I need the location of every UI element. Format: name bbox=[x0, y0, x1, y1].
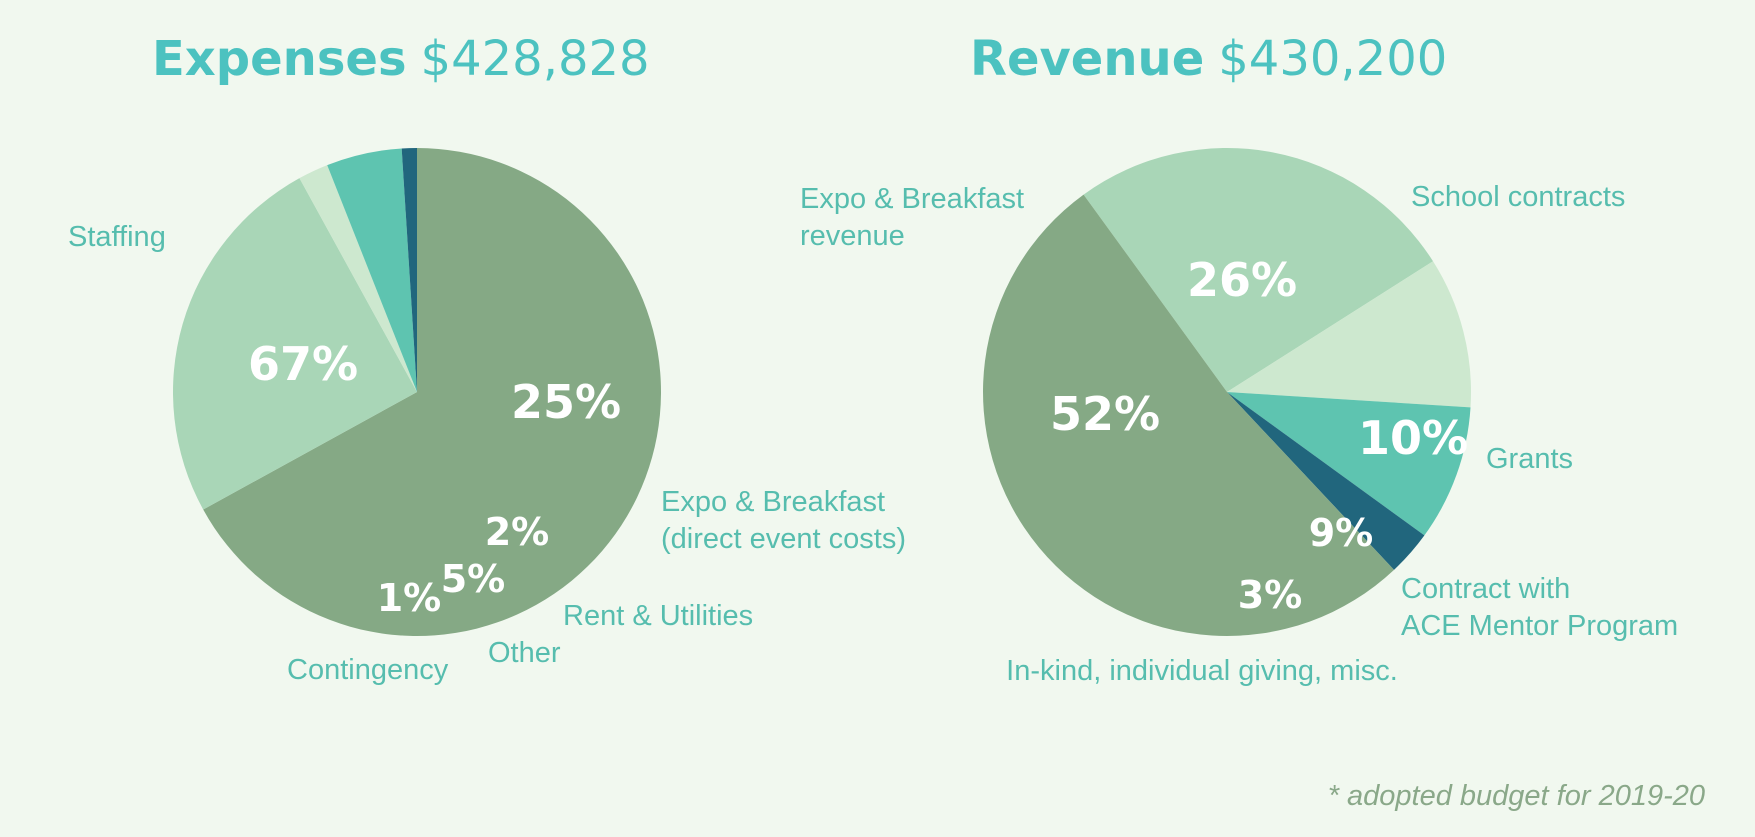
expenses-category-label-contingency: Contingency bbox=[287, 654, 449, 686]
revenue-title: Revenue $430,200 bbox=[970, 31, 1447, 87]
revenue-slice-school-contracts bbox=[1083, 147, 1434, 392]
revenue-category-label-in-kind-individual-giving-misc: In-kind, individual giving, misc. bbox=[1006, 655, 1398, 687]
revenue-category-label-contract-with-ace-mentor-program: Contract with ACE Mentor Program bbox=[1401, 573, 1678, 642]
expenses-category-label-staffing: Staffing bbox=[68, 221, 166, 253]
revenue-category-label-grants: Grants bbox=[1486, 443, 1573, 475]
expenses-title: Expenses $428,828 bbox=[152, 31, 650, 87]
expenses-slice-rent-utilities bbox=[299, 165, 417, 392]
revenue-slice-grants bbox=[1227, 261, 1472, 408]
expenses-title-label: Expenses bbox=[152, 31, 407, 87]
expenses-title-amount: $428,828 bbox=[421, 31, 650, 87]
expenses-slice-expo-breakfast-direct-event-costs bbox=[172, 178, 417, 510]
revenue-pct-label-expo-breakfast-revenue: 52% bbox=[1050, 387, 1160, 441]
expenses-category-label-other: Other bbox=[488, 637, 561, 669]
revenue-pct-label-in-kind-individual-giving-misc: 3% bbox=[1238, 573, 1303, 617]
revenue-pct-label-grants: 10% bbox=[1358, 411, 1468, 465]
expenses-pct-label-staffing: 67% bbox=[248, 337, 358, 391]
expenses-pct-label-rent-utilities: 2% bbox=[485, 510, 550, 554]
expenses-slice-staffing bbox=[203, 148, 661, 636]
revenue-pct-label-school-contracts: 26% bbox=[1187, 253, 1297, 307]
revenue-slice-expo-breakfast-revenue bbox=[983, 194, 1395, 636]
expenses-slice-contingency bbox=[401, 148, 417, 392]
revenue-pie: 26% 10% 9%3% 52% School contracts Grants Contr… bbox=[800, 147, 1678, 687]
expenses-pct-label-contingency: 1% bbox=[377, 576, 442, 620]
expenses-category-label-expo-breakfast-direct-event-costs: Expo & Breakfast (direct event costs) bbox=[661, 486, 906, 555]
revenue-category-label-expo-breakfast-revenue: Expo & Breakfast revenue bbox=[800, 183, 1024, 252]
footnote: * adopted budget for 2019-20 bbox=[1328, 780, 1705, 812]
revenue-pct-label-contract-with-ace-mentor-program: 9% bbox=[1309, 511, 1374, 555]
expenses-pie: 67% 25% 2%5%1% Staffing Expo & Breakfast (dir… bbox=[68, 148, 906, 686]
expenses-pct-label-expo-breakfast-direct-event-costs: 25% bbox=[511, 375, 621, 429]
expenses-pct-label-other: 5% bbox=[441, 557, 506, 601]
expenses-slice-other bbox=[327, 148, 417, 392]
expenses-category-label-rent-utilities: Rent & Utilities bbox=[563, 600, 753, 632]
revenue-title-amount: $430,200 bbox=[1218, 31, 1447, 87]
revenue-slice-contract-with-ace-mentor-program bbox=[1227, 392, 1471, 536]
revenue-title-label: Revenue bbox=[970, 31, 1204, 87]
revenue-category-label-school-contracts: School contracts bbox=[1411, 181, 1625, 213]
revenue-slice-in-kind-individual-giving-misc bbox=[1227, 392, 1425, 570]
